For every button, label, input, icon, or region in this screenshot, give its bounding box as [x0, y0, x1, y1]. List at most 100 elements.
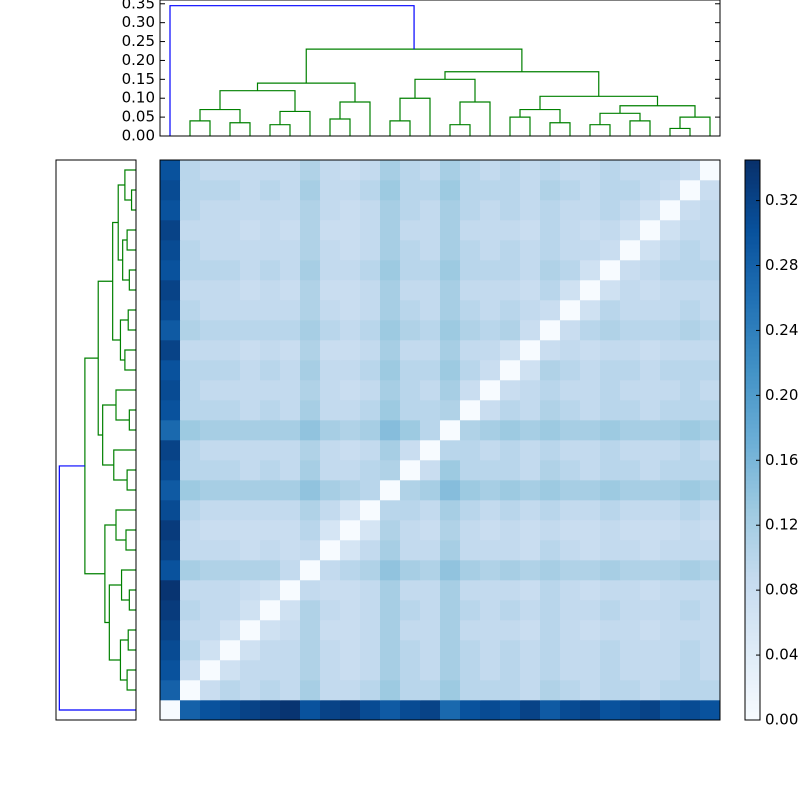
- heatmap-cell: [480, 380, 501, 401]
- heatmap-cell: [420, 340, 441, 361]
- y-tick-label: 0.05: [122, 108, 155, 126]
- heatmap-cell: [420, 220, 441, 241]
- heatmap-cell: [320, 560, 341, 581]
- heatmap-cell: [600, 240, 621, 261]
- heatmap-cell: [260, 460, 281, 481]
- heatmap-cell: [460, 160, 481, 181]
- heatmap-cell: [700, 700, 721, 721]
- dendrogram-frame: [55, 159, 137, 721]
- heatmap-cell: [600, 480, 621, 501]
- heatmap-cell: [240, 380, 261, 401]
- heatmap-cell: [340, 380, 361, 401]
- heatmap-cell: [240, 640, 261, 661]
- colorbar-segment: [745, 244, 760, 249]
- heatmap-cell: [520, 640, 541, 661]
- heatmap-cell: [220, 560, 241, 581]
- heatmap-cell: [560, 580, 581, 601]
- heatmap-cell: [180, 260, 201, 281]
- colorbar-segment: [745, 604, 760, 609]
- heatmap-cell: [460, 500, 481, 521]
- colorbar-segment: [745, 588, 760, 593]
- colorbar-tick-label: 0.20: [765, 386, 798, 404]
- heatmap-cell: [640, 220, 661, 241]
- heatmap-cell: [540, 520, 561, 541]
- heatmap-cell: [660, 320, 681, 341]
- colorbar-segment: [745, 704, 760, 709]
- heatmap-cell: [560, 340, 581, 361]
- heatmap-cell: [700, 560, 721, 581]
- heatmap-cell: [600, 700, 621, 721]
- heatmap-cell: [260, 520, 281, 541]
- heatmap-cell: [360, 540, 381, 561]
- heatmap-cell: [480, 680, 501, 701]
- dendrogram-link: [122, 239, 130, 281]
- heatmap-cell: [580, 240, 601, 261]
- colorbar-segment: [745, 564, 760, 569]
- heatmap-cell: [540, 400, 561, 421]
- heatmap-cell: [520, 580, 541, 601]
- heatmap-cell: [480, 200, 501, 221]
- heatmap-cell: [440, 180, 461, 201]
- heatmap-cell: [620, 660, 641, 681]
- heatmap-cell: [160, 160, 181, 181]
- heatmap-cell: [540, 660, 561, 681]
- heatmap-cell: [580, 540, 601, 561]
- heatmap-cell: [180, 580, 201, 601]
- dendrogram-link: [126, 229, 136, 251]
- colorbar-segment: [745, 452, 760, 457]
- heatmap-cell: [580, 520, 601, 541]
- dendrogram-link: [459, 101, 491, 136]
- heatmap-cell: [260, 660, 281, 681]
- heatmap-cell: [520, 420, 541, 441]
- colorbar-segment: [745, 264, 760, 269]
- heatmap-cell: [560, 620, 581, 641]
- heatmap-cell: [260, 240, 281, 261]
- heatmap-cell: [600, 580, 621, 601]
- heatmap-cell: [180, 380, 201, 401]
- heatmap-cell: [640, 620, 661, 641]
- heatmap-cell: [540, 280, 561, 301]
- heatmap-cell: [480, 620, 501, 641]
- heatmap-cell: [320, 440, 341, 461]
- heatmap-cell: [660, 420, 681, 441]
- heatmap-cell: [280, 540, 301, 561]
- heatmap-cell: [600, 620, 621, 641]
- heatmap-cell: [200, 680, 221, 701]
- heatmap-cell: [420, 480, 441, 501]
- heatmap-cell: [200, 620, 221, 641]
- heatmap-cell: [560, 520, 581, 541]
- colorbar-segment: [745, 284, 760, 289]
- colorbar-segment: [745, 488, 760, 493]
- heatmap-cell: [280, 440, 301, 461]
- heatmap-cell: [160, 180, 181, 201]
- colorbar-segment: [745, 508, 760, 513]
- heatmap-cell: [660, 280, 681, 301]
- heatmap-cell: [560, 560, 581, 581]
- heatmap-cell: [240, 580, 261, 601]
- heatmap-cell: [300, 580, 321, 601]
- heatmap-cell: [160, 280, 181, 301]
- dendrogram-link: [108, 584, 122, 661]
- colorbar-segment: [745, 428, 760, 433]
- heatmap-cell: [620, 320, 641, 341]
- colorbar-segment: [745, 688, 760, 693]
- heatmap-cell: [580, 380, 601, 401]
- heatmap-cell: [160, 200, 181, 221]
- dendrogram-link: [127, 309, 136, 331]
- heatmap-cell: [540, 300, 561, 321]
- colorbar-tick-label: 0.08: [765, 581, 798, 599]
- heatmap-cell: [500, 560, 521, 581]
- heatmap-cell: [380, 640, 401, 661]
- heatmap-cell: [360, 340, 381, 361]
- heatmap-cell: [260, 180, 281, 201]
- heatmap-cell: [380, 340, 401, 361]
- colorbar-segment: [745, 520, 760, 525]
- heatmap-cell: [260, 320, 281, 341]
- heatmap-cell: [360, 440, 381, 461]
- heatmap-cell: [700, 600, 721, 621]
- heatmap-cell: [700, 300, 721, 321]
- heatmap-cell: [700, 520, 721, 541]
- heatmap-cell: [280, 400, 301, 421]
- heatmap-cell: [660, 200, 681, 221]
- heatmap-cell: [600, 680, 621, 701]
